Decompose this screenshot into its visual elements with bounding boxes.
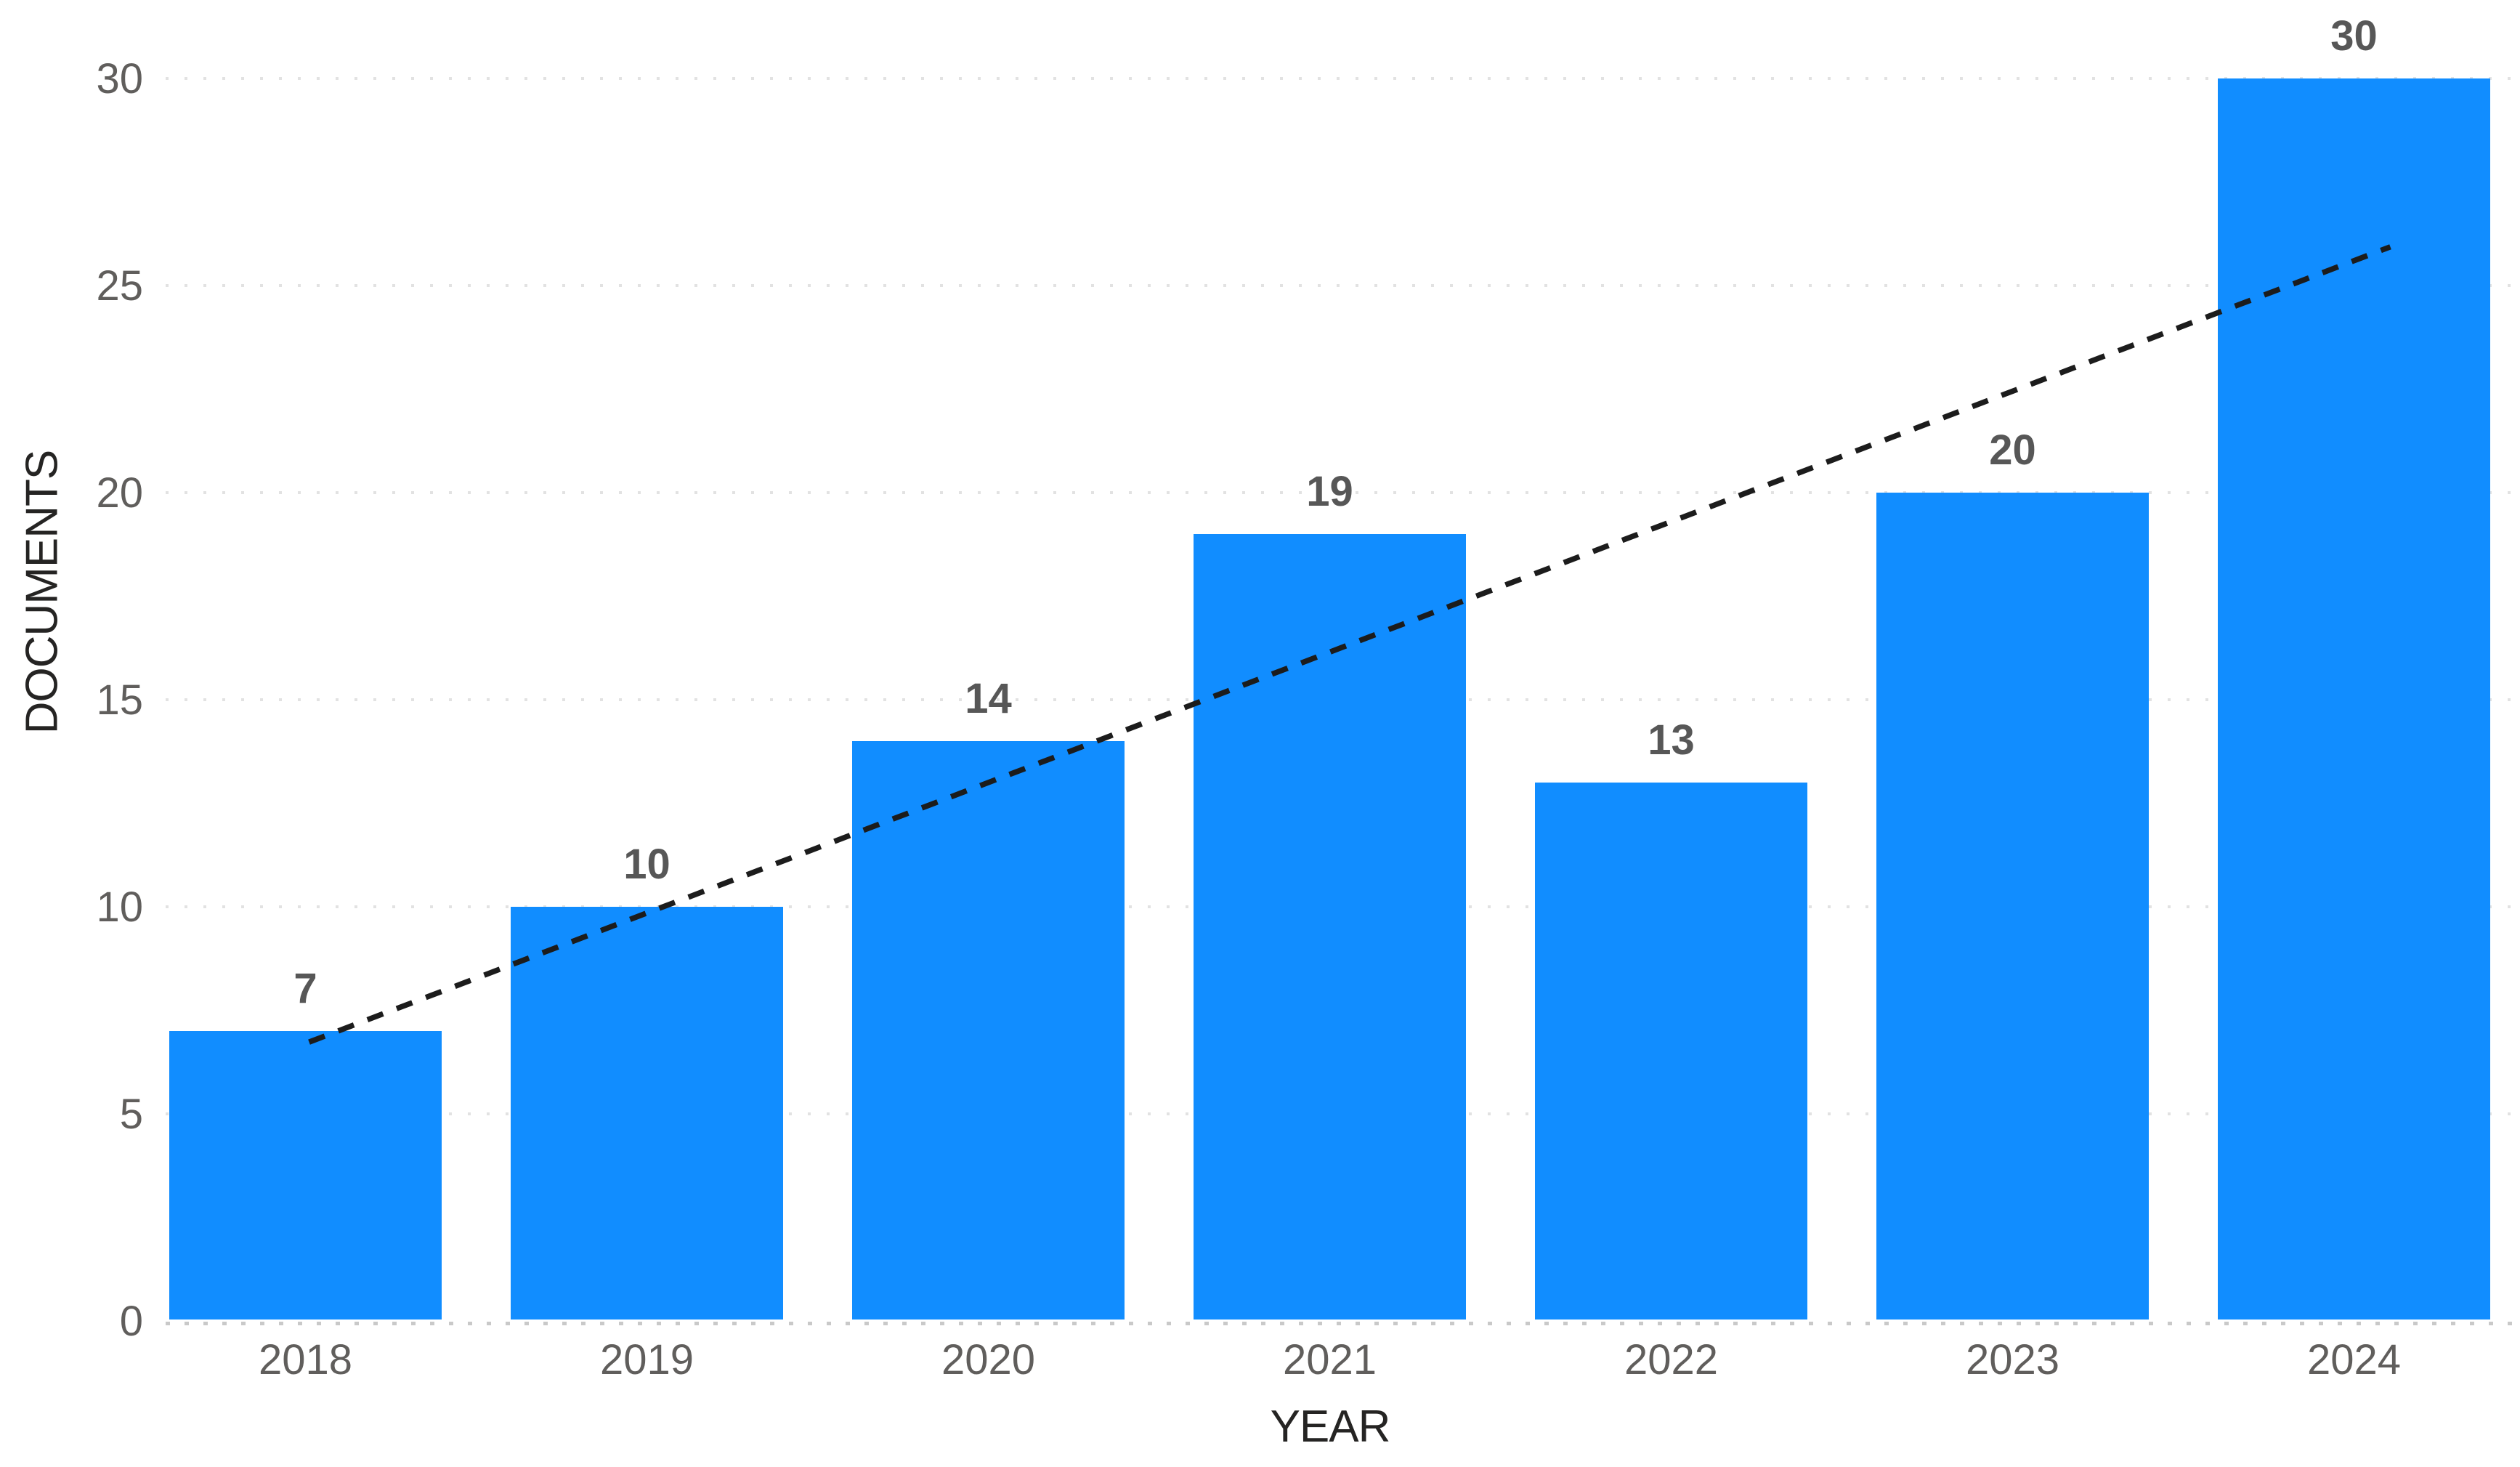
bar-2019[interactable]: [511, 907, 783, 1320]
y-tick-label: 10: [96, 884, 143, 931]
bar-2018[interactable]: [169, 1031, 442, 1320]
y-tick-label: 0: [119, 1298, 143, 1345]
x-axis-baseline: [166, 1322, 2515, 1325]
data-label-2020: 14: [965, 675, 1012, 722]
y-tick-label: 15: [96, 676, 143, 724]
x-tick-label-2018: 2018: [258, 1336, 353, 1383]
data-label-2019: 10: [623, 841, 670, 888]
bar-2023[interactable]: [1876, 493, 2149, 1320]
y-tick-label: 20: [96, 469, 143, 517]
x-axis-title: YEAR: [1270, 1402, 1391, 1452]
bar-2022[interactable]: [1535, 783, 1807, 1320]
bar-2024[interactable]: [2218, 78, 2490, 1320]
gridline-y-25: [166, 284, 2515, 287]
data-label-2018: 7: [293, 965, 317, 1012]
x-tick-label-2023: 2023: [1965, 1336, 2060, 1383]
y-tick-label: 30: [96, 55, 143, 102]
x-tick-label-2019: 2019: [599, 1336, 694, 1383]
data-label-2024: 30: [2330, 12, 2378, 60]
bar-2021[interactable]: [1194, 534, 1466, 1320]
x-tick-label-2022: 2022: [1624, 1336, 1719, 1383]
y-tick-label: 5: [119, 1091, 143, 1138]
y-tick-label: 25: [96, 262, 143, 310]
x-tick-label-2020: 2020: [941, 1336, 1036, 1383]
y-axis-title: DOCUMENTS: [17, 450, 68, 735]
x-tick-label-2021: 2021: [1282, 1336, 1377, 1383]
x-tick-label-2024: 2024: [2306, 1336, 2402, 1383]
data-label-2021: 19: [1306, 468, 1353, 515]
data-label-2022: 13: [1648, 716, 1695, 764]
bar-2020[interactable]: [852, 741, 1125, 1320]
data-label-2023: 20: [1989, 427, 2036, 474]
gridline-y-30: [166, 77, 2515, 80]
